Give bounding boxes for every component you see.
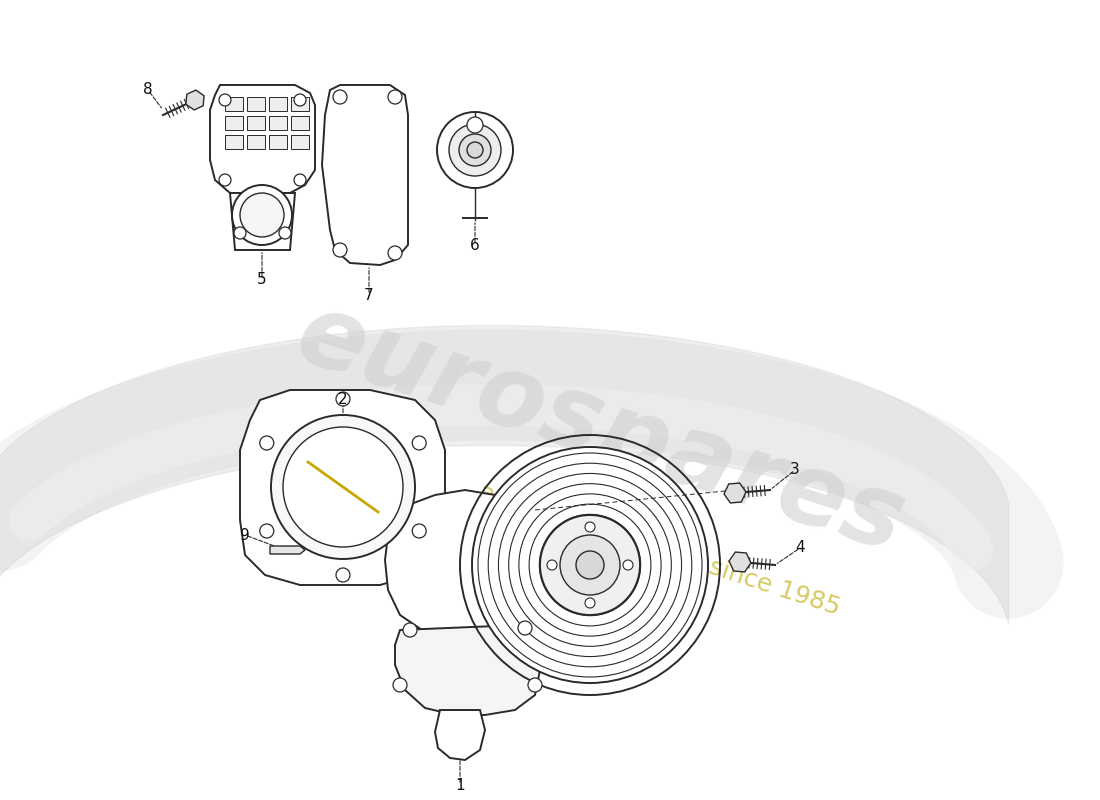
FancyBboxPatch shape — [226, 135, 243, 149]
Circle shape — [468, 117, 483, 133]
FancyBboxPatch shape — [248, 97, 265, 111]
Circle shape — [472, 447, 708, 683]
Text: 5: 5 — [257, 273, 267, 287]
FancyBboxPatch shape — [226, 116, 243, 130]
Circle shape — [403, 623, 417, 637]
FancyBboxPatch shape — [270, 116, 287, 130]
Circle shape — [412, 524, 426, 538]
Polygon shape — [729, 552, 751, 572]
Circle shape — [437, 112, 513, 188]
Text: 7: 7 — [364, 287, 374, 302]
Circle shape — [518, 621, 532, 635]
Circle shape — [468, 142, 483, 158]
Text: 4: 4 — [795, 541, 805, 555]
Circle shape — [234, 227, 246, 239]
FancyBboxPatch shape — [248, 116, 265, 130]
Text: 3: 3 — [790, 462, 800, 478]
Text: eurospares: eurospares — [284, 286, 916, 574]
FancyBboxPatch shape — [270, 97, 287, 111]
Polygon shape — [240, 390, 446, 585]
Circle shape — [547, 560, 557, 570]
Circle shape — [576, 551, 604, 579]
Polygon shape — [434, 710, 485, 760]
Circle shape — [283, 427, 403, 547]
Circle shape — [412, 436, 426, 450]
Polygon shape — [385, 490, 540, 638]
FancyBboxPatch shape — [226, 97, 243, 111]
Circle shape — [336, 392, 350, 406]
Circle shape — [388, 90, 401, 104]
Circle shape — [449, 124, 500, 176]
Circle shape — [333, 90, 346, 104]
Text: 6: 6 — [470, 238, 480, 253]
Polygon shape — [186, 90, 205, 110]
Circle shape — [333, 243, 346, 257]
Text: 1: 1 — [455, 778, 465, 793]
Circle shape — [540, 515, 640, 615]
Circle shape — [623, 560, 632, 570]
Circle shape — [388, 246, 401, 260]
Circle shape — [240, 193, 284, 237]
Circle shape — [585, 598, 595, 608]
FancyBboxPatch shape — [292, 116, 309, 130]
Circle shape — [260, 436, 274, 450]
FancyBboxPatch shape — [248, 135, 265, 149]
Circle shape — [560, 535, 620, 595]
Circle shape — [219, 174, 231, 186]
Polygon shape — [724, 483, 746, 503]
Text: a passion for parts since 1985: a passion for parts since 1985 — [476, 480, 844, 620]
Polygon shape — [210, 85, 315, 193]
Circle shape — [459, 134, 491, 166]
Circle shape — [336, 568, 350, 582]
Polygon shape — [322, 85, 408, 265]
Circle shape — [232, 185, 292, 245]
FancyBboxPatch shape — [292, 97, 309, 111]
Circle shape — [294, 94, 306, 106]
Circle shape — [528, 678, 542, 692]
Circle shape — [294, 174, 306, 186]
Circle shape — [271, 415, 415, 559]
Polygon shape — [270, 546, 305, 554]
FancyBboxPatch shape — [292, 135, 309, 149]
Text: 9: 9 — [240, 527, 250, 542]
FancyBboxPatch shape — [270, 135, 287, 149]
Circle shape — [260, 524, 274, 538]
Text: 2: 2 — [338, 393, 348, 407]
Circle shape — [393, 678, 407, 692]
Polygon shape — [395, 625, 540, 715]
Polygon shape — [230, 193, 295, 250]
Text: 8: 8 — [143, 82, 153, 98]
Circle shape — [279, 227, 292, 239]
Circle shape — [585, 522, 595, 532]
Circle shape — [219, 94, 231, 106]
